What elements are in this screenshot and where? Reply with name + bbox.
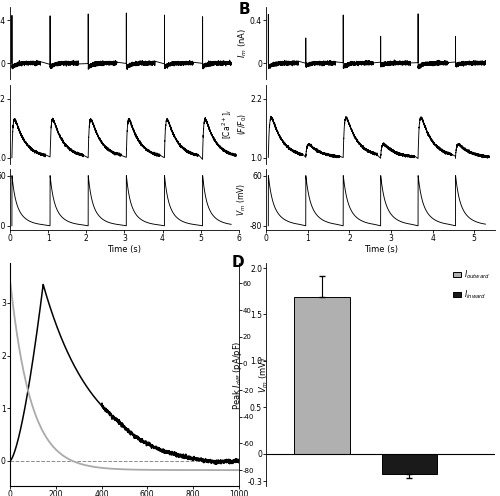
X-axis label: Time (s): Time (s) — [364, 245, 398, 253]
Y-axis label: $[\mathrm{Ca}^{2+}]_i$
$(F/F_0)$: $[\mathrm{Ca}^{2+}]_i$ $(F/F_0)$ — [220, 109, 248, 139]
Y-axis label: $I_m$ (nA): $I_m$ (nA) — [236, 28, 248, 58]
Text: D: D — [232, 254, 244, 269]
Y-axis label: Peak $I_{diff}$ (pA/pF): Peak $I_{diff}$ (pA/pF) — [232, 340, 244, 410]
Text: B: B — [239, 1, 250, 17]
Y-axis label: $V_m$ (mV): $V_m$ (mV) — [236, 183, 248, 216]
Bar — [382, 454, 438, 474]
X-axis label: Time (s): Time (s) — [108, 245, 142, 253]
Legend: $I_{outward}$, $I_{inward}$: $I_{outward}$, $I_{inward}$ — [452, 267, 491, 302]
Bar — [294, 297, 350, 454]
Y-axis label: $V_m$ (mV): $V_m$ (mV) — [257, 357, 270, 393]
